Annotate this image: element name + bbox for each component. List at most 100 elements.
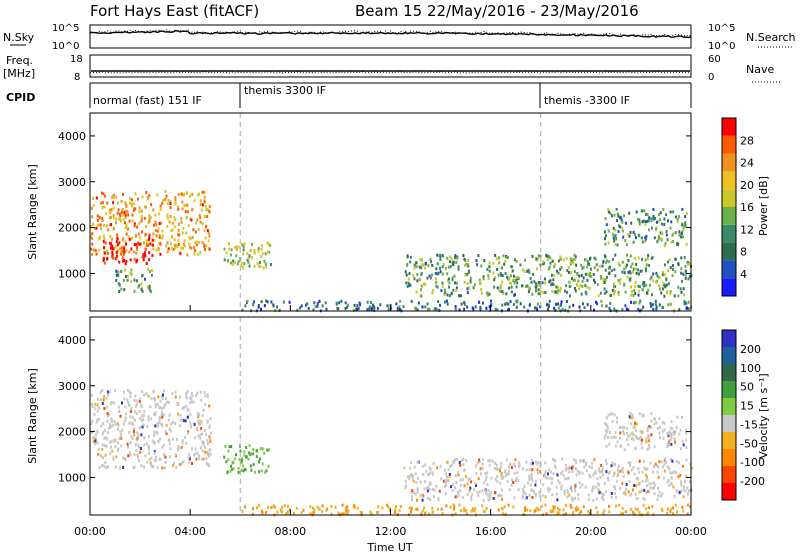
- vel-echo-cell-2: [675, 471, 677, 474]
- power-echo-cell-6: [536, 308, 539, 312]
- vel-echo-cell-2: [478, 460, 481, 464]
- power-echo-cell-0: [186, 191, 189, 195]
- power-echo-cell-6: [399, 307, 401, 311]
- vel-echo-cell-4: [377, 510, 380, 514]
- power-echo-cell-0: [198, 213, 201, 217]
- power-echo-cell-2: [130, 279, 133, 283]
- vel-echo-cell-0: [140, 405, 143, 409]
- power-echo-cell-6: [402, 305, 405, 309]
- vel-echo-cell-2: [682, 488, 685, 492]
- power-echo-cell-4: [441, 265, 444, 269]
- vel-echo-cell-2: [459, 489, 462, 493]
- power-echo-cell-4: [496, 286, 499, 290]
- vel-echo-cell-2: [521, 496, 524, 500]
- power-echo-cell-0: [173, 238, 176, 242]
- power-echo-cell-4: [585, 258, 588, 262]
- power-echo-cell-4: [464, 273, 467, 277]
- power-echo-cell-6: [490, 299, 492, 303]
- vel-echo-cell-4: [689, 505, 692, 509]
- power-echo-cell-4: [639, 269, 642, 273]
- vel-echo-cell-2: [657, 465, 660, 469]
- power-echo-cell-4: [442, 262, 445, 266]
- power-echo-cell-4: [444, 288, 446, 292]
- nave-tick-top: 60: [708, 54, 721, 65]
- power-echo-cell-4: [432, 288, 435, 292]
- vel-echo-cell-3: [641, 446, 644, 450]
- vel-echo-cell-2: [537, 461, 540, 465]
- power-echo-cell-6: [439, 303, 441, 307]
- power-echo-cell-5: [615, 207, 618, 211]
- power-echo-cell-0: [112, 195, 115, 199]
- vel-echo-cell-1: [258, 457, 261, 461]
- vel-echo-cell-2: [617, 465, 620, 468]
- power-echo-cell-6: [371, 305, 374, 309]
- vel-echo-cell-2: [473, 488, 476, 492]
- power-echo-cell-6: [446, 302, 449, 306]
- vel-echo-cell-0: [112, 455, 115, 459]
- vel-echo-cell-2: [574, 467, 577, 470]
- power-echo-cell-4: [501, 274, 504, 277]
- vel-echo-cell-4: [549, 509, 552, 513]
- cpid-segment-2: themis 3300 IF: [244, 84, 326, 97]
- vel-echo-cell-2: [489, 458, 492, 462]
- power-echo-cell-0: [159, 242, 162, 246]
- vel-echo-cell-1: [268, 448, 271, 452]
- vel-echo-cell-2: [656, 470, 659, 474]
- vel-echo-cell-2: [499, 469, 501, 473]
- vel-echo-cell-2: [571, 469, 574, 473]
- power-echo-cell-5: [628, 211, 631, 215]
- vel-echo-cell-1: [240, 461, 243, 465]
- vel-echo-cell-0: [208, 424, 211, 428]
- vel-echo-cell-0: [134, 410, 137, 414]
- power-echo-cell-4: [581, 266, 584, 270]
- vel-echo-cell-4: [608, 505, 610, 508]
- vel-echo-cell-0: [102, 456, 104, 460]
- vel-echo-cell-3: [628, 415, 631, 419]
- noise-right-tick-bottom: 10^0: [708, 41, 735, 52]
- vel-echo-cell-2: [522, 494, 525, 498]
- vel-echo-cell-0: [179, 413, 182, 417]
- power-echo-cell-0: [130, 204, 133, 208]
- vel-echo-cell-2: [403, 466, 406, 470]
- power-echo-cell-4: [603, 281, 606, 284]
- vel-echo-cell-2: [630, 468, 633, 472]
- vel-echo-cell-4: [416, 507, 419, 511]
- vel-echo-cell-0: [95, 420, 98, 424]
- vel-echo-cell-4: [465, 512, 468, 516]
- power-echo-cell-6: [639, 299, 642, 303]
- vel-echo-cell-2: [423, 487, 426, 491]
- power-echo-cell-5: [625, 243, 628, 247]
- vel-echo-cell-4: [454, 512, 457, 516]
- vel-echo-cell-0: [108, 390, 111, 394]
- power-echo-cell-6: [415, 307, 418, 311]
- vel-echo-cell-2: [680, 480, 682, 484]
- power-echo-cell-3: [225, 251, 228, 255]
- power-echo-cell-0: [116, 211, 119, 215]
- vel-echo-cell-2: [544, 473, 546, 477]
- vel-echo-cell-2: [557, 479, 560, 483]
- vel-echo-cell-2: [659, 494, 662, 498]
- vel-echo-cell-2: [461, 495, 464, 499]
- power-echo-cell-4: [492, 261, 495, 265]
- power-echo-cell-5: [658, 213, 661, 216]
- vel-echo-cell-2: [667, 466, 670, 470]
- power-echo-cell-4: [637, 256, 640, 260]
- vel-echo-cell-2: [625, 483, 628, 486]
- vel-echo-cell-0: [159, 399, 162, 403]
- vel-echo-cell-0: [142, 423, 145, 427]
- power-echo-cell-0: [197, 252, 200, 256]
- power-colorbar-label: Power [dB]: [757, 176, 770, 236]
- power-echo-cell-4: [630, 265, 632, 269]
- power-echo-cell-5: [665, 230, 668, 233]
- power-echo-cell-4: [671, 274, 674, 278]
- power-echo-cell-0: [120, 249, 123, 253]
- vel-echo-cell-0: [158, 457, 161, 461]
- power-echo-cell-0: [177, 222, 180, 226]
- vel-echo-cell-4: [387, 505, 390, 509]
- power-echo-cell-4: [631, 270, 634, 274]
- power-echo-cell-4: [594, 257, 597, 261]
- power-echo-cell-6: [638, 301, 641, 305]
- vel-echo-cell-0: [124, 405, 127, 409]
- vel-echo-cell-0: [97, 452, 100, 456]
- power-echo-cell-4: [629, 271, 632, 275]
